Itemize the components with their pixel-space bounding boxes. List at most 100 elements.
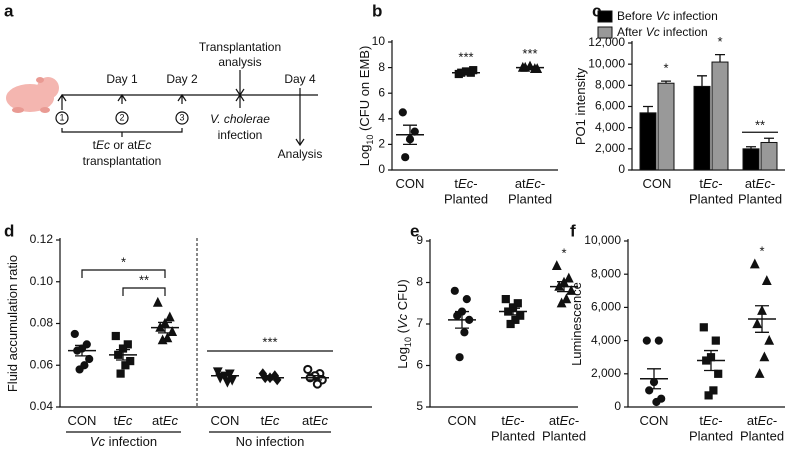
panel-label: c [592,1,601,20]
point [501,295,510,304]
panel-label: d [4,221,14,240]
step-text: analysis [218,55,261,69]
legend-label: After Vc infection [617,25,708,39]
y-tick-label: 0.04 [30,399,54,413]
point [749,258,760,269]
sem-bar [218,372,232,379]
x-tick-label: CON [68,413,97,428]
error-bar [764,137,774,143]
timeline [55,70,318,147]
panel-label: f [570,221,576,240]
annotation: * [663,61,668,76]
mouse-icon [6,77,59,113]
annotation: *** [458,50,473,65]
point [453,311,462,320]
error-bar [661,80,671,84]
annotation: * [561,245,566,260]
annotation: * [717,34,722,49]
point [167,326,178,336]
y-tick-label: 5 [416,399,423,413]
error-bar [697,75,707,87]
y-tick-label: 12,000 [588,35,625,49]
point [123,340,132,349]
sem-bar [459,70,473,75]
point [450,286,459,295]
point [699,323,708,332]
x-tick-label: atEc-Planted [740,413,784,444]
sem-bar [403,124,417,146]
error-bar [643,105,653,113]
y-tick-label: 0 [618,162,625,176]
step-text: tEc or atEc [93,138,152,152]
x-tick-label: tEc [261,413,280,428]
sem-bar [755,305,769,333]
point [511,315,520,324]
y-tick-label: 0 [378,162,385,176]
day-label: Day 2 [166,72,198,86]
sem-bar [116,348,130,361]
y-tick-label: 2,000 [591,366,621,380]
bar [711,61,729,171]
day-label: Day 4 [284,72,316,86]
point [764,334,775,345]
point [111,331,120,341]
x-tick-label: CON [643,176,672,191]
bar [693,85,711,171]
y-axis-label: PO1 intensity [573,67,588,145]
y-tick-label: 6,000 [595,99,625,113]
point [212,367,223,378]
y-tick-label: 6 [378,85,385,99]
point [652,397,661,407]
y-tick-label: 10 [372,34,386,48]
y-tick-label: 8,000 [591,266,621,280]
annotation: *** [522,46,537,61]
x-tick-label: CON [396,176,425,191]
point [157,334,168,345]
point [761,275,772,285]
point [462,295,471,304]
y-tick-label: 4,000 [591,333,621,347]
point [704,391,713,400]
annotation: * [759,244,764,259]
point [222,377,233,388]
legend-swatch [597,10,613,23]
sem-bar [75,344,89,357]
point [401,153,410,162]
point [303,364,313,375]
point [469,66,478,75]
y-tick-label: 0.12 [30,232,54,246]
annotation: * [121,254,126,269]
x-tick-label: CON [448,413,477,428]
sem-bar [506,307,520,316]
y-tick-label: 0.06 [30,357,54,371]
point [162,332,173,343]
point [561,293,572,304]
day-label: Day 1 [106,72,138,86]
sem-bar [523,65,537,70]
sem-bar [647,368,661,390]
y-tick-label: 0.10 [30,274,54,288]
step-number: 1 [59,112,64,122]
panel-label: b [372,1,382,20]
x-tick-label: tEc [114,413,133,428]
point [164,311,175,322]
point [551,260,562,270]
point [75,365,84,374]
annotation: ** [139,272,149,287]
point [398,108,407,117]
y-tick-label: 4 [378,111,385,125]
bar [760,141,778,171]
error-bar [746,146,756,149]
point [754,368,765,378]
y-tick-label: 6,000 [591,300,621,314]
bar [639,112,657,171]
point [711,336,720,345]
y-tick-label: 10,000 [584,233,621,247]
y-tick-label: 7 [416,316,423,330]
step-number: 3 [179,112,184,122]
x-tick-label: CON [640,413,669,428]
x-tick-label: tEc-Planted [689,413,733,444]
step-text: Transplantation [199,40,281,54]
sem-bar [158,321,172,334]
